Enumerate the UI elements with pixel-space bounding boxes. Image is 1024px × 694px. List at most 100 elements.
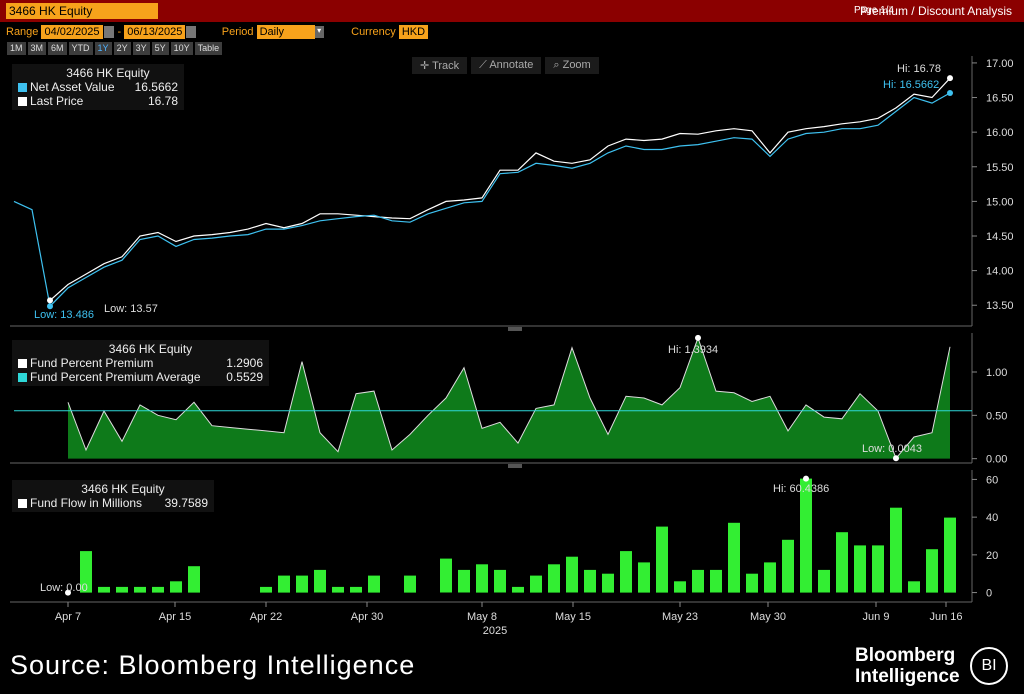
flow-bar bbox=[602, 573, 614, 593]
range-end-field[interactable]: 06/13/2025 bbox=[124, 25, 186, 39]
range-button-1y[interactable]: 1Y bbox=[94, 42, 112, 55]
page-indicator: Page 1/4 bbox=[853, 5, 894, 16]
title-bar bbox=[0, 0, 1024, 22]
ticker-field[interactable]: 3466 HK Equity bbox=[6, 3, 158, 19]
premium-low-annotation: Low: 0.0043 bbox=[862, 443, 922, 455]
y-tick-label: 14.00 bbox=[986, 266, 1014, 278]
hi-nav-annotation: Hi: 16.5662 bbox=[883, 79, 939, 91]
range-button-5y[interactable]: 5Y bbox=[151, 42, 169, 55]
x-tick-label: Apr 22 bbox=[250, 611, 282, 623]
flow-label: Fund Flow in Millions bbox=[30, 496, 143, 510]
y-tick-label: 14.50 bbox=[986, 231, 1014, 243]
flow-bar bbox=[566, 556, 578, 593]
premium-swatch bbox=[18, 358, 27, 368]
flow-bar bbox=[458, 569, 470, 593]
zoom-button[interactable]: ⌕ Zoom bbox=[545, 57, 599, 74]
low-price-marker bbox=[47, 297, 53, 304]
flow-bar bbox=[98, 586, 110, 593]
low-nav-marker bbox=[47, 303, 53, 310]
legend-premium: 3466 HK Equity Fund Percent Premium 1.290… bbox=[12, 340, 269, 386]
legend-flow: 3466 HK Equity Fund Flow in Millions 39.7… bbox=[12, 480, 214, 512]
premium-value: 1.2906 bbox=[226, 356, 263, 370]
annotate-button[interactable]: ⟋ Annotate bbox=[471, 57, 542, 74]
price-swatch bbox=[18, 96, 27, 106]
hi-nav-marker bbox=[947, 89, 953, 96]
flow-bar bbox=[620, 551, 632, 593]
legend-title: 3466 HK Equity bbox=[81, 482, 165, 496]
y-tick-label: 20 bbox=[986, 550, 998, 562]
legend-title: 3466 HK Equity bbox=[66, 66, 150, 80]
range-button-2y[interactable]: 2Y bbox=[113, 42, 131, 55]
x-tick-label: Apr 15 bbox=[159, 611, 191, 623]
flow-bar bbox=[368, 575, 380, 593]
flow-bar bbox=[836, 532, 848, 593]
flow-bar bbox=[332, 586, 344, 593]
x-tick-label: May 8 bbox=[467, 611, 497, 623]
flow-low-marker bbox=[65, 589, 71, 596]
track-button[interactable]: ✛ Track bbox=[412, 57, 468, 74]
y-tick-label: 13.50 bbox=[986, 300, 1014, 312]
flow-bar bbox=[728, 522, 740, 593]
range-button-6m[interactable]: 6M bbox=[48, 42, 67, 55]
flow-bar bbox=[530, 575, 542, 593]
flow-bar bbox=[116, 586, 128, 593]
flow-hi-annotation: Hi: 60.4386 bbox=[773, 483, 829, 495]
annotate-label: Annotate bbox=[489, 59, 534, 71]
range-button-3m[interactable]: 3M bbox=[27, 42, 47, 55]
chevron-down-icon[interactable]: ▾ bbox=[314, 26, 324, 39]
legend-title: 3466 HK Equity bbox=[108, 342, 193, 356]
flow-bar bbox=[476, 564, 488, 593]
nav-value: 16.5662 bbox=[134, 80, 178, 94]
range-start-field[interactable]: 04/02/2025 bbox=[41, 25, 103, 39]
premium-label: Fund Percent Premium bbox=[30, 356, 154, 370]
x-tick-label: Jun 9 bbox=[863, 611, 890, 623]
calendar-icon[interactable] bbox=[186, 26, 197, 39]
flow-bar bbox=[152, 586, 164, 593]
range-button-10y[interactable]: 10Y bbox=[170, 42, 193, 55]
bloomberg-logo: Bloomberg Intelligence bbox=[855, 645, 960, 687]
flow-bar bbox=[170, 581, 182, 593]
controls-row: Range 04/02/2025- 06/13/2025 Period Dail… bbox=[6, 25, 429, 39]
flow-bar bbox=[548, 564, 560, 593]
series-line-net-asset-value bbox=[13, 92, 951, 308]
flow-bar bbox=[80, 551, 92, 593]
low-price-annotation: Low: 13.57 bbox=[104, 303, 158, 315]
y-tick-label: 0.00 bbox=[986, 454, 1007, 466]
y-tick-label: 16.50 bbox=[986, 93, 1014, 105]
flow-bar bbox=[890, 507, 902, 593]
y-tick-label: 15.50 bbox=[986, 162, 1014, 174]
average-label: Fund Percent Premium Average bbox=[30, 370, 201, 384]
flow-bar bbox=[404, 575, 416, 593]
y-tick-label: 0.50 bbox=[986, 410, 1007, 422]
chart-area[interactable]: 13.50 14.00 14.50 15.00 15.50 16.00 16.50 17.00… bbox=[0, 0, 1024, 640]
range-button-1m[interactable]: 1M bbox=[7, 42, 26, 55]
flow-low-annotation: Low: 0.00 bbox=[40, 582, 88, 594]
flow-bar bbox=[638, 562, 650, 593]
currency-field[interactable]: HKD bbox=[398, 25, 429, 39]
calendar-icon[interactable] bbox=[103, 26, 114, 39]
flow-bar bbox=[782, 539, 794, 593]
x-tick-label: May 30 bbox=[750, 611, 786, 623]
range-buttons: 1M 3M 6M YTD 1Y 2Y 3Y 5Y 10Y Table bbox=[7, 42, 223, 55]
bi-badge-icon: BI bbox=[970, 647, 1008, 685]
flow-bar bbox=[746, 573, 758, 593]
analysis-title: Premium / Discount Analysis bbox=[859, 4, 1012, 18]
range-button-table[interactable]: Table bbox=[194, 42, 223, 55]
flow-bar bbox=[440, 558, 452, 593]
y-tick-label: 0 bbox=[986, 588, 992, 600]
range-button-ytd[interactable]: YTD bbox=[68, 42, 93, 55]
flow-bar bbox=[692, 569, 704, 593]
period-select[interactable]: Daily bbox=[256, 25, 315, 39]
x-tick-label: Jun 16 bbox=[929, 611, 962, 623]
track-label: Track bbox=[432, 60, 460, 72]
chart-tools: ✛ Track ⟋ Annotate ⌕ Zoom bbox=[412, 57, 599, 74]
nav-swatch bbox=[18, 82, 27, 92]
zoom-label: Zoom bbox=[562, 59, 591, 71]
flow-bar bbox=[800, 478, 812, 593]
flow-bar bbox=[296, 575, 308, 593]
currency-label: Currency bbox=[351, 26, 396, 38]
range-button-3y[interactable]: 3Y bbox=[132, 42, 150, 55]
y-tick-label: 40 bbox=[986, 512, 998, 524]
x-tick-label: May 23 bbox=[662, 611, 698, 623]
brand-line2: Intelligence bbox=[855, 666, 960, 687]
